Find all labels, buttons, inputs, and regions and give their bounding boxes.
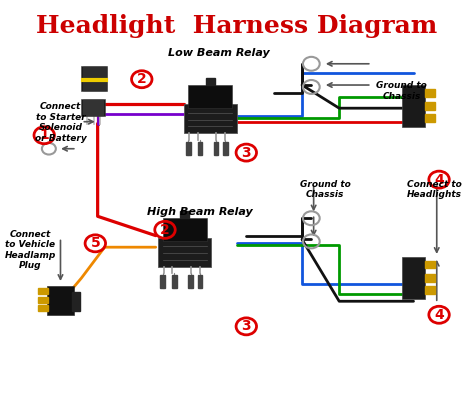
Bar — [82, 98, 105, 116]
Text: 5: 5 — [91, 236, 100, 250]
Bar — [183, 104, 237, 133]
Bar — [223, 142, 228, 154]
Text: 3: 3 — [241, 320, 251, 333]
Bar — [172, 275, 177, 288]
Bar — [38, 305, 48, 311]
Bar — [186, 142, 191, 154]
Text: Connect
to Vehicle
Headlamp
Plug: Connect to Vehicle Headlamp Plug — [5, 230, 56, 270]
Text: 2: 2 — [137, 72, 146, 86]
Bar — [198, 275, 202, 288]
Bar — [425, 261, 435, 268]
Text: 2: 2 — [160, 223, 170, 237]
Bar — [188, 275, 193, 288]
Bar — [425, 89, 435, 97]
Bar — [180, 211, 190, 218]
Text: Headlight  Harness Diagram: Headlight Harness Diagram — [36, 14, 438, 37]
Bar — [214, 142, 219, 154]
Bar — [163, 218, 207, 242]
Bar — [425, 286, 435, 294]
Bar — [402, 257, 425, 299]
Text: 1: 1 — [39, 128, 49, 142]
Bar — [158, 238, 211, 266]
Bar — [38, 288, 48, 294]
Bar — [72, 292, 81, 311]
Bar — [38, 297, 48, 303]
Text: Ground to
Chassis: Ground to Chassis — [300, 180, 351, 199]
Text: Connect to
Headlights: Connect to Headlights — [407, 180, 462, 199]
Text: Low Beam Relay: Low Beam Relay — [167, 48, 269, 58]
Bar — [402, 85, 425, 128]
Text: 4: 4 — [434, 308, 444, 322]
Bar — [425, 102, 435, 110]
Text: Connect
to Starter
Solenoid
or Battery: Connect to Starter Solenoid or Battery — [35, 102, 86, 143]
Bar — [46, 286, 74, 315]
Text: 3: 3 — [241, 146, 251, 160]
Bar — [83, 100, 103, 115]
Text: High Beam Relay: High Beam Relay — [147, 207, 253, 217]
Bar — [188, 85, 232, 108]
Bar — [425, 274, 435, 282]
Bar — [82, 66, 107, 91]
Bar — [160, 275, 165, 288]
Bar — [198, 142, 202, 154]
Text: 4: 4 — [434, 173, 444, 187]
Bar — [83, 67, 106, 90]
Bar — [206, 78, 215, 85]
Text: Ground to
Chassis: Ground to Chassis — [376, 81, 427, 100]
Bar — [425, 114, 435, 122]
